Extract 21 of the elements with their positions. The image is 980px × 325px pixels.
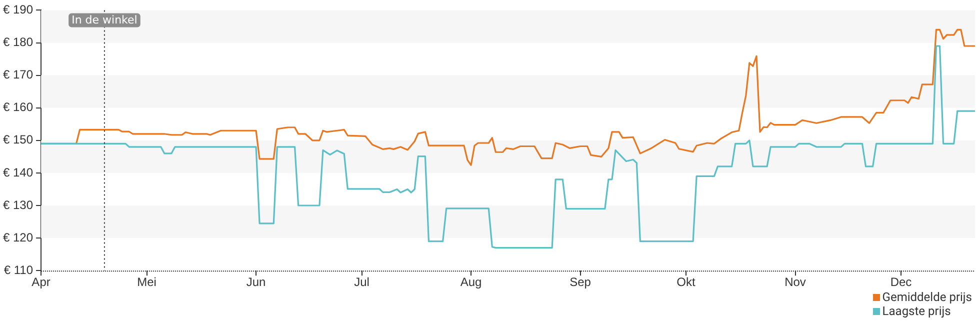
y-tick-label: € 190	[3, 2, 34, 17]
x-tick-label: Jun	[246, 275, 266, 290]
y-tick-label: € 140	[3, 165, 34, 180]
y-tick-label: € 130	[3, 198, 34, 212]
y-tick-label: € 120	[3, 230, 34, 244]
x-tick-label: Mei	[137, 275, 156, 290]
x-tick-label: Aug	[460, 275, 482, 290]
x-tick-label: Nov	[784, 275, 806, 290]
y-tick-label: € 150	[3, 132, 34, 147]
ref-line-label: In de winkel	[72, 14, 138, 27]
x-tick-label: Dec	[890, 275, 912, 290]
x-tick-label: Apr	[32, 275, 50, 290]
legend-label: Gemiddelde prijs	[882, 290, 972, 304]
x-tick-label: Sep	[570, 275, 592, 290]
y-tick-label: € 110	[4, 262, 34, 277]
y-tick-label: € 170	[3, 68, 34, 82]
legend-label: Laagste prijs	[882, 304, 951, 318]
y-tick-label: € 180	[3, 35, 34, 50]
x-tick-label: Jul	[354, 275, 370, 290]
y-tick-label: € 160	[3, 100, 34, 114]
x-tick-label: Okt	[676, 275, 696, 290]
